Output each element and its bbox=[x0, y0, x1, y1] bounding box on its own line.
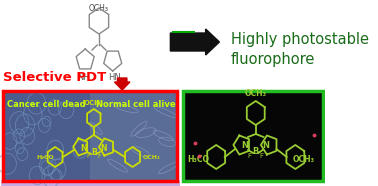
Bar bbox=[3, 91, 177, 181]
Text: N: N bbox=[100, 144, 107, 153]
Text: N: N bbox=[263, 141, 270, 150]
Text: HN: HN bbox=[108, 73, 121, 82]
Text: F: F bbox=[97, 154, 101, 159]
Bar bbox=[3, 91, 177, 181]
Text: Highly photostable
fluorophore: Highly photostable fluorophore bbox=[231, 32, 369, 67]
Text: N: N bbox=[80, 144, 87, 153]
Text: Selective PDT: Selective PDT bbox=[3, 71, 107, 84]
Bar bbox=[1, 180, 180, 186]
Text: B: B bbox=[91, 148, 97, 157]
FancyArrow shape bbox=[170, 29, 219, 55]
Text: NH: NH bbox=[77, 73, 90, 82]
Text: Normal cell alive: Normal cell alive bbox=[96, 100, 175, 109]
Text: OCH₃: OCH₃ bbox=[143, 155, 161, 160]
Text: F: F bbox=[260, 153, 264, 159]
Bar bbox=[183, 91, 323, 181]
Text: OCH₃: OCH₃ bbox=[89, 4, 109, 13]
Text: N: N bbox=[241, 141, 248, 150]
Text: Cancer cell dead: Cancer cell dead bbox=[7, 100, 85, 109]
Bar bbox=[2, 180, 180, 186]
Bar bbox=[90, 91, 177, 181]
Bar bbox=[183, 91, 323, 181]
Text: OCH₃: OCH₃ bbox=[84, 100, 104, 106]
Text: F: F bbox=[86, 154, 90, 159]
FancyArrow shape bbox=[115, 78, 130, 90]
Text: H₃CO: H₃CO bbox=[36, 155, 54, 160]
Text: B: B bbox=[253, 147, 259, 156]
Text: OCH₃: OCH₃ bbox=[245, 89, 267, 98]
Text: OCH₃: OCH₃ bbox=[293, 155, 314, 164]
Text: H₃CO: H₃CO bbox=[187, 155, 209, 164]
Text: F: F bbox=[247, 153, 251, 159]
